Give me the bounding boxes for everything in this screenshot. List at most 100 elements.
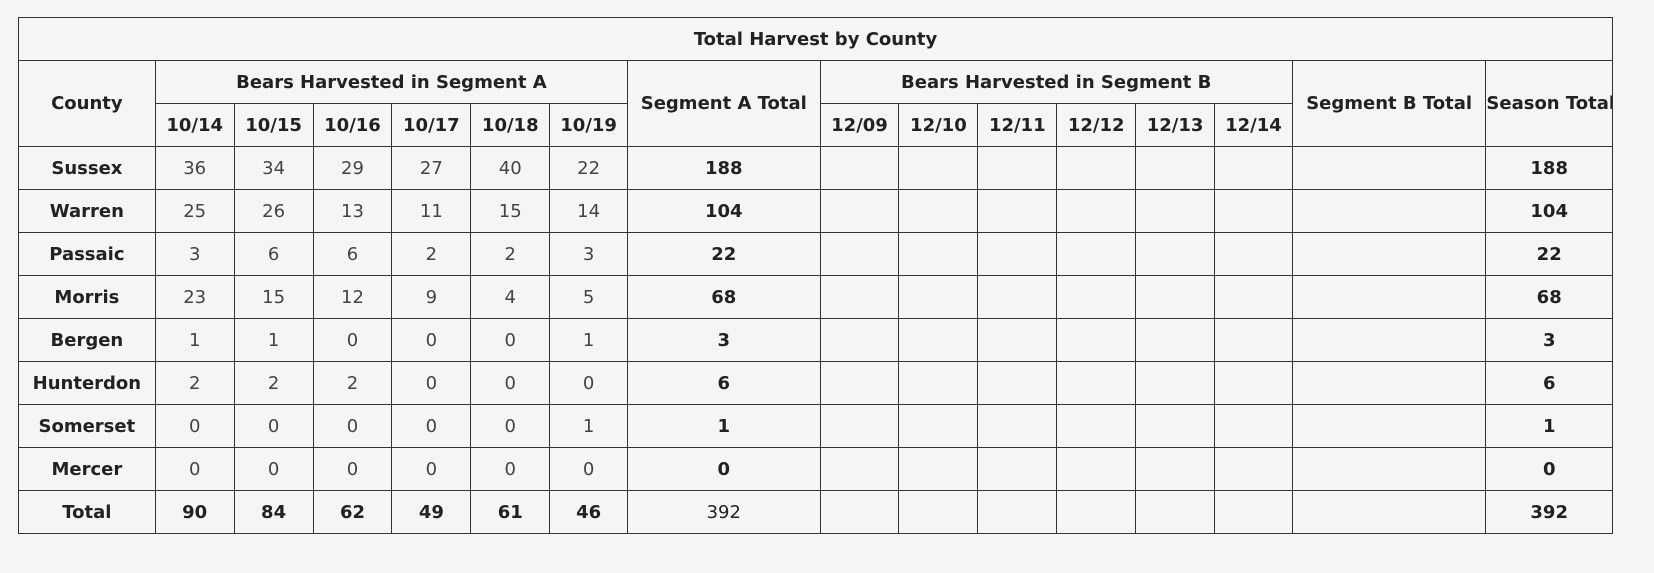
segment-b-value-cell (819, 189, 900, 233)
group-header-row: County Bears Harvested in Segment A Segm… (18, 60, 1613, 147)
total-segment-b-value-cell (1214, 490, 1293, 534)
segment-b-value-cell (1135, 232, 1215, 276)
date-header-b: 12/12 (1056, 103, 1137, 147)
segment-b-value-cell (1135, 275, 1215, 319)
total-segment-b-value-cell (1056, 490, 1137, 534)
segment-b-value-cell (1214, 318, 1293, 362)
segment-b-value-cell (898, 146, 979, 190)
segment-b-value-cell (977, 146, 1058, 190)
segment-b-value-cell (1135, 361, 1215, 405)
segment-a-value-cell: 6 (233, 232, 314, 276)
segment-b-total-cell (1291, 275, 1487, 319)
table-caption: Total Harvest by County (18, 17, 1613, 61)
total-season-total-cell: 392 (1485, 490, 1613, 534)
table-row: Passaic 3 6 6 2 2 3 22 22 (18, 232, 1613, 276)
segment-a-value-cell: 34 (233, 146, 314, 190)
segment-b-value-cell (977, 318, 1058, 362)
segment-b-value-cell (1135, 146, 1215, 190)
table-row: Sussex 36 34 29 27 40 22 188 188 (18, 146, 1613, 190)
date-header-a: 10/14 (154, 103, 235, 147)
county-name-cell: Passaic (18, 232, 156, 276)
segment-b-value-cell (977, 361, 1058, 405)
segment-a-value-cell: 29 (312, 146, 393, 190)
segment-b-value-cell (1056, 275, 1137, 319)
segment-b-value-cell (819, 361, 900, 405)
total-segment-b-value-cell (819, 490, 900, 534)
segment-a-value-cell: 0 (312, 318, 393, 362)
season-total-cell: 22 (1485, 232, 1613, 276)
date-header-a: 10/18 (470, 103, 551, 147)
segment-b-value-cell (977, 189, 1058, 233)
segment-a-group-header: Bears Harvested in Segment A (154, 60, 629, 104)
total-segment-b-value-cell (977, 490, 1058, 534)
segment-a-value-cell: 0 (391, 361, 472, 405)
total-segment-a-total-cell: 392 (627, 490, 821, 534)
segment-b-value-cell (1214, 404, 1293, 448)
table-head: Total Harvest by County County Bears Har… (18, 17, 1613, 147)
segment-a-value-cell: 12 (312, 275, 393, 319)
segment-b-value-cell (1056, 404, 1137, 448)
season-total-cell: 104 (1485, 189, 1613, 233)
segment-b-total-cell (1291, 447, 1487, 491)
segment-b-value-cell (1135, 318, 1215, 362)
segment-a-value-cell: 0 (470, 318, 551, 362)
segment-b-value-cell (1056, 189, 1137, 233)
segment-a-value-cell: 23 (154, 275, 235, 319)
caption-row: Total Harvest by County (18, 17, 1613, 61)
segment-a-value-cell: 2 (391, 232, 472, 276)
total-segment-a-value-cell: 49 (391, 490, 472, 534)
segment-a-value-cell: 1 (154, 318, 235, 362)
season-total-header: Season Total (1485, 60, 1613, 147)
segment-a-value-cell: 1 (549, 318, 629, 362)
segment-b-value-cell (1214, 361, 1293, 405)
harvest-table-container: Total Harvest by County County Bears Har… (18, 17, 1613, 534)
segment-a-value-cell: 0 (470, 447, 551, 491)
segment-b-total-cell (1291, 189, 1487, 233)
total-segment-a-value-cell: 90 (154, 490, 235, 534)
segment-b-value-cell (819, 146, 900, 190)
segment-b-value-cell (1056, 232, 1137, 276)
segment-a-value-cell: 26 (233, 189, 314, 233)
segment-b-value-cell (1214, 232, 1293, 276)
total-segment-b-value-cell (898, 490, 979, 534)
segment-a-value-cell: 2 (154, 361, 235, 405)
segment-a-value-cell: 15 (470, 189, 551, 233)
segment-a-total-cell: 1 (627, 404, 821, 448)
harvest-table: Total Harvest by County County Bears Har… (18, 17, 1613, 534)
segment-b-value-cell (898, 361, 979, 405)
segment-b-value-cell (898, 318, 979, 362)
segment-a-value-cell: 0 (233, 404, 314, 448)
total-segment-a-value-cell: 62 (312, 490, 393, 534)
segment-a-total-cell: 22 (627, 232, 821, 276)
table-row: Somerset 0 0 0 0 0 1 1 1 (18, 404, 1613, 448)
season-total-cell: 6 (1485, 361, 1613, 405)
segment-b-value-cell (1135, 189, 1215, 233)
segment-a-total-header: Segment A Total (627, 60, 821, 147)
segment-b-total-cell (1291, 318, 1487, 362)
segment-b-value-cell (977, 275, 1058, 319)
date-header-b: 12/11 (977, 103, 1058, 147)
segment-b-value-cell (1135, 447, 1215, 491)
table-row: Morris 23 15 12 9 4 5 68 68 (18, 275, 1613, 319)
segment-b-total-header: Segment B Total (1291, 60, 1487, 147)
segment-a-value-cell: 0 (154, 404, 235, 448)
segment-b-value-cell (898, 232, 979, 276)
segment-a-total-cell: 6 (627, 361, 821, 405)
total-segment-a-value-cell: 61 (470, 490, 551, 534)
segment-b-value-cell (898, 189, 979, 233)
segment-a-value-cell: 9 (391, 275, 472, 319)
county-name-cell: Warren (18, 189, 156, 233)
segment-b-value-cell (1214, 146, 1293, 190)
segment-a-value-cell: 0 (470, 361, 551, 405)
county-name-cell: Sussex (18, 146, 156, 190)
segment-a-value-cell: 36 (154, 146, 235, 190)
segment-b-value-cell (898, 447, 979, 491)
segment-b-total-cell (1291, 232, 1487, 276)
date-header-a: 10/15 (233, 103, 314, 147)
segment-a-value-cell: 0 (470, 404, 551, 448)
date-header-a: 10/16 (312, 103, 393, 147)
date-header-row: 10/14 10/15 10/16 10/17 10/18 10/19 12/0… (19, 103, 1613, 147)
date-header-a: 10/17 (391, 103, 472, 147)
segment-b-group-header: Bears Harvested in Segment B (819, 60, 1293, 104)
segment-b-value-cell (1056, 361, 1137, 405)
